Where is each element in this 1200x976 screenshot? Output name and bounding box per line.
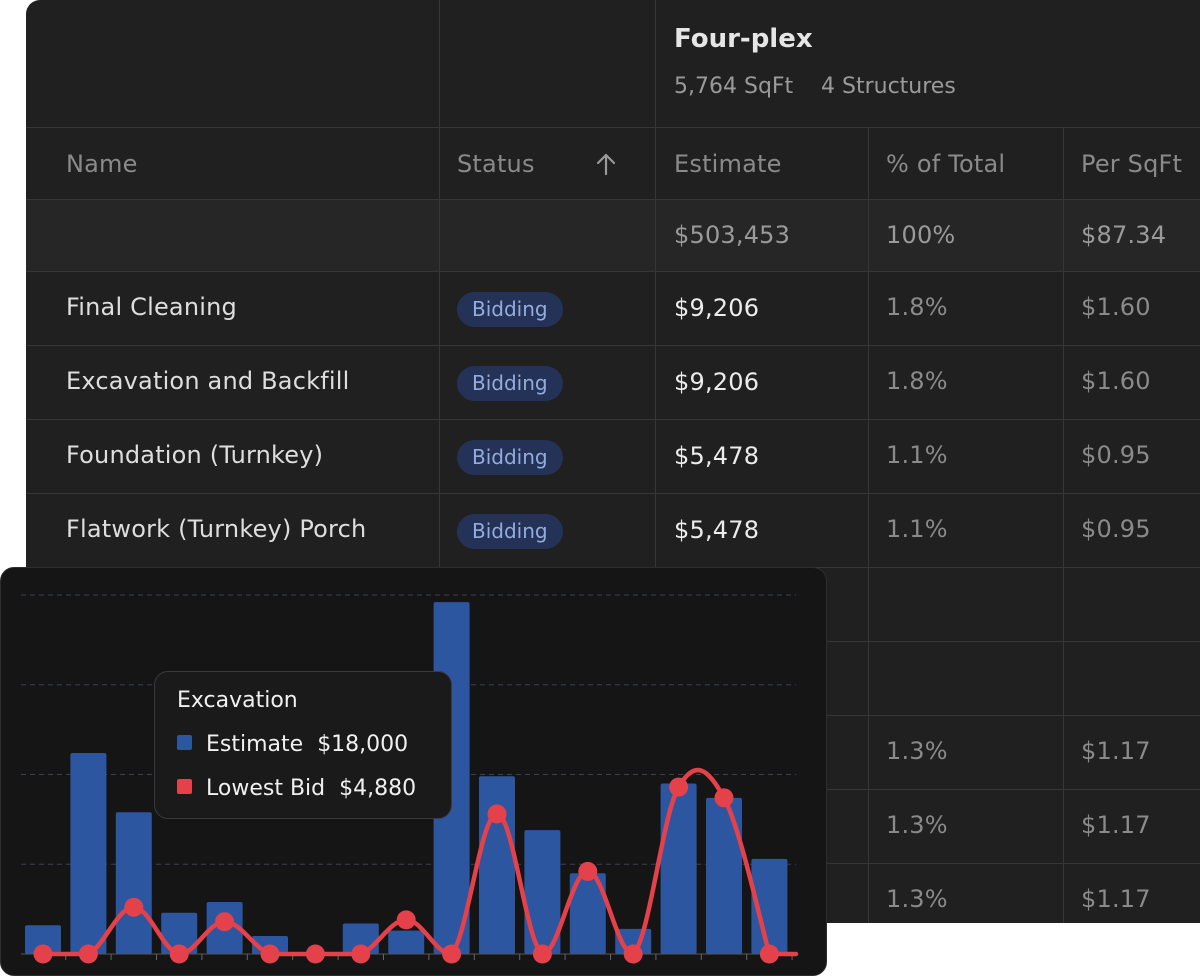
totals-per-sqft: $87.34 (1081, 221, 1167, 249)
tooltip-estimate-label: Estimate (206, 732, 304, 757)
column-header-estimate[interactable]: Estimate (656, 128, 869, 200)
estimate-bar[interactable] (569, 873, 606, 954)
lowest-bid-point[interactable] (532, 944, 552, 964)
totals-estimate-cell: $503,453 (656, 200, 869, 272)
group-title: Four-plex (674, 24, 813, 54)
lowest-bid-point[interactable] (260, 944, 280, 964)
group-header-empty-name (26, 0, 440, 128)
row-name: Final Cleaning (66, 293, 237, 321)
estimate-bar[interactable] (751, 858, 788, 954)
lowest-bid-point[interactable] (305, 944, 325, 964)
lowest-bid-point[interactable] (714, 788, 734, 808)
status-badge: Bidding (457, 292, 563, 327)
lowest-bid-point[interactable] (578, 861, 598, 881)
estimate-bar[interactable] (161, 912, 198, 954)
column-header-status[interactable]: Status (440, 128, 656, 200)
lowest-bid-point[interactable] (442, 944, 462, 964)
row-pct-total: 1.8% (886, 293, 948, 321)
row-per-sqft: $1.17 (1081, 737, 1151, 765)
lowest-bid-point[interactable] (396, 910, 416, 930)
lowest-bid-point[interactable] (351, 944, 371, 964)
lowest-bid-swatch (177, 779, 192, 794)
estimate-bar[interactable] (479, 776, 515, 954)
lowest-bid-point[interactable] (669, 777, 689, 797)
row-pct-total: 1.8% (886, 367, 948, 395)
lowest-bid-point[interactable] (78, 944, 98, 964)
status-badge: Bidding (457, 440, 563, 475)
totals-status-cell (440, 200, 656, 272)
estimate-vs-bid-chart: Excavation Estimate $18,000 Lowest Bid $4,… (0, 567, 827, 976)
tooltip-row-lowest-bid: Lowest Bid $4,880 (177, 776, 416, 801)
status-badge: Bidding (457, 366, 563, 401)
sort-ascending-icon[interactable] (592, 150, 620, 178)
group-header-empty-status (440, 0, 656, 128)
estimate-bar[interactable] (70, 752, 107, 954)
totals-estimate: $503,453 (674, 221, 791, 249)
column-header-pct-total[interactable]: % of Total (869, 128, 1064, 200)
lowest-bid-point[interactable] (169, 944, 189, 964)
group-structures: 4 Structures (821, 74, 956, 99)
status-badge: Bidding (457, 514, 563, 549)
row-per-sqft: $0.95 (1081, 515, 1151, 543)
tooltip-row-estimate: Estimate $18,000 (177, 732, 408, 757)
lowest-bid-point[interactable] (33, 944, 53, 964)
lowest-bid-point[interactable] (215, 912, 235, 932)
estimate-bar[interactable] (25, 925, 61, 954)
estimate-bar[interactable] (388, 930, 425, 954)
row-pct-total: 1.3% (886, 811, 948, 839)
estimate-bar[interactable] (706, 797, 742, 954)
tooltip-estimate-value: $18,000 (317, 732, 409, 757)
totals-name-cell (26, 200, 440, 272)
chart-tooltip: Excavation Estimate $18,000 Lowest Bid $4,… (154, 671, 452, 819)
lowest-bid-point[interactable] (623, 944, 643, 964)
row-name: Excavation and Backfill (66, 367, 350, 395)
row-pct-total: 1.1% (886, 515, 948, 543)
row-per-sqft: $0.95 (1081, 441, 1151, 469)
row-estimate: $9,206 (674, 368, 760, 396)
row-per-sqft: $1.60 (1081, 293, 1151, 321)
row-estimate: $5,478 (674, 442, 760, 470)
totals-pct-total: 100% (886, 221, 956, 249)
estimate-bar[interactable] (115, 812, 152, 954)
column-header-estimate-label: Estimate (674, 150, 782, 178)
tooltip-lowest-bid-label: Lowest Bid (206, 776, 326, 801)
row-estimate: $5,478 (674, 516, 760, 544)
row-per-sqft: $1.17 (1081, 885, 1151, 913)
row-per-sqft: $1.17 (1081, 811, 1151, 839)
row-name: Flatwork (Turnkey) Porch (66, 515, 367, 543)
estimate-bar[interactable] (660, 783, 697, 954)
row-pct-total: 1.1% (886, 441, 948, 469)
row-pct-total: 1.3% (886, 737, 948, 765)
column-header-per-sqft-label: Per SqFt (1081, 150, 1183, 178)
lowest-bid-point[interactable] (759, 944, 779, 964)
column-header-per-sqft[interactable]: Per SqFt (1064, 128, 1200, 200)
row-pct-total: 1.3% (886, 885, 948, 913)
row-estimate: $9,206 (674, 294, 760, 322)
tooltip-title: Excavation (177, 688, 298, 713)
tooltip-lowest-bid-value: $4,880 (339, 776, 417, 801)
column-header-name-label: Name (66, 150, 138, 178)
group-header: Four-plex 5,764 SqFt 4 Structures (656, 0, 1200, 128)
column-header-pct-total-label: % of Total (886, 150, 1006, 178)
row-per-sqft: $1.60 (1081, 367, 1151, 395)
column-header-name[interactable]: Name (26, 128, 440, 200)
totals-pct-cell: 100% (869, 200, 1064, 272)
lowest-bid-point[interactable] (124, 897, 144, 917)
estimate-bar[interactable] (524, 830, 561, 954)
group-sqft: 5,764 SqFt (674, 74, 794, 99)
lowest-bid-point[interactable] (487, 804, 507, 824)
totals-per-sqft-cell: $87.34 (1064, 200, 1200, 272)
row-name: Foundation (Turnkey) (66, 441, 324, 469)
column-header-status-label: Status (457, 150, 535, 178)
estimate-swatch (177, 735, 192, 750)
